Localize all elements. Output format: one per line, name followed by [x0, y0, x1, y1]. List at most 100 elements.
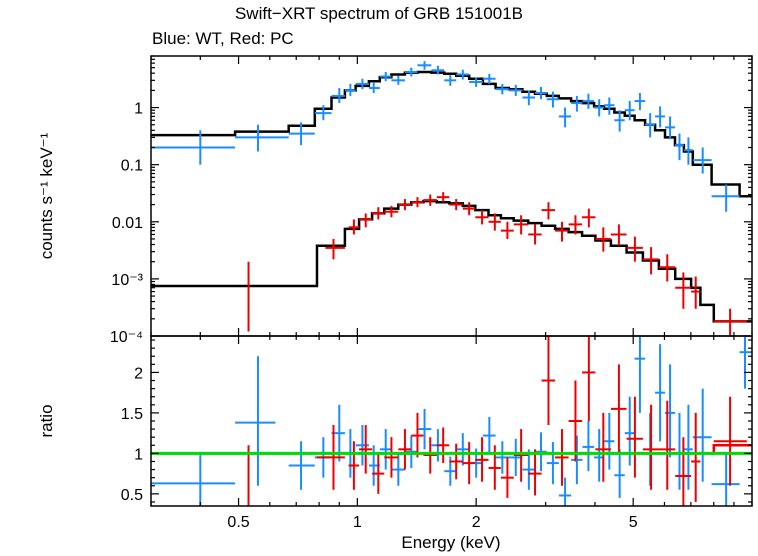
spectrum-pc-point [325, 238, 345, 260]
ratio-pc-point [691, 412, 701, 502]
ratio-pc-point [675, 437, 692, 506]
ratio-wt-point [604, 412, 615, 470]
spectrum-wt-model-line [151, 70, 752, 198]
ratio-pc-point [658, 400, 676, 490]
spectrum-panel [151, 61, 752, 336]
spectrum-pc-point [372, 207, 385, 220]
spectrum-pc-point [462, 202, 476, 216]
spectrum-wt-point [571, 95, 583, 112]
ratio-y-tick-label: 1.5 [121, 406, 143, 423]
chart-title: Swift−XRT spectrum of GRB 151001B [234, 4, 524, 23]
spectrum-pc-point [713, 308, 747, 336]
spectrum-wt-point [624, 101, 635, 121]
spectrum-y-tick-label: 1 [134, 101, 143, 118]
spectrum-wt-point [674, 133, 684, 161]
spectrum-pc-point [610, 224, 627, 246]
spectrum-panel-frame [150, 55, 753, 337]
spectrum-wt-point [535, 86, 547, 100]
chart-subtitle: Blue: WT, Red: PC [152, 29, 294, 48]
spectrum-pc-point [384, 205, 399, 218]
spectrum-wt-point [391, 75, 405, 85]
ratio-pc-point [475, 437, 489, 482]
ratio-pc-point [610, 364, 627, 454]
spectrum-wt-point [594, 99, 605, 117]
ratio-pc-point [642, 404, 659, 490]
ratio-pc-point [384, 437, 399, 478]
ratio-wt-point [355, 425, 369, 466]
spectrum-pc-point [582, 208, 596, 228]
spectrum-pc-point [513, 215, 529, 235]
ratio-wt-point [456, 433, 470, 466]
ratio-wt-point [634, 336, 646, 413]
x-tick-label: 5 [629, 514, 638, 531]
ratio-panel-frame [150, 335, 753, 507]
spectrum-pc-point [398, 199, 412, 211]
spectrum-wt-point [404, 67, 418, 77]
spectrum-wt-point [288, 122, 315, 146]
spectrum-wt-point [456, 69, 470, 80]
spectrum-wt-point [344, 83, 356, 96]
spectrum-pc-point [691, 276, 701, 309]
spectrum-wt-point [355, 78, 369, 90]
ratio-pc-point [595, 412, 611, 482]
spectrum-wt-point [417, 61, 432, 70]
x-tick-label: 1 [353, 514, 362, 531]
ratio-pc-point [462, 442, 476, 485]
ratio-wt-point [571, 435, 583, 485]
ratio-pc-point [398, 429, 412, 470]
spectrum-pc-point [568, 215, 583, 235]
spectrum-pc-point [500, 221, 514, 239]
ratio-pc-point [626, 396, 643, 478]
spectrum-wt-point [546, 91, 559, 108]
spectrum-wt-point [151, 130, 236, 165]
spectrum-y-tick-label: 10⁻⁴ [110, 329, 143, 346]
spectrum-wt-point [692, 147, 712, 174]
ratio-wt-point [288, 441, 315, 490]
spectrum-wt-point [235, 124, 289, 152]
spectrum-wt-point [558, 107, 572, 128]
spectrum-wt-point [655, 106, 666, 128]
ratio-wt-point [391, 453, 405, 486]
spectrum-y-tick-label: 0.1 [121, 158, 143, 175]
ratio-wt-point [522, 449, 536, 490]
spectrum-pc-point [528, 224, 542, 245]
spectrum-pc-point [658, 254, 676, 282]
spectrum-y-axis-label: counts s⁻¹ keV⁻¹ [37, 132, 56, 259]
ratio-pc-point [359, 425, 373, 474]
x-axis-label: Energy (keV) [401, 533, 500, 552]
ratio-wt-point [614, 449, 625, 498]
spectrum-pc-point [675, 272, 692, 309]
spectrum-pc-point [555, 221, 569, 242]
ratio-pc-point [555, 429, 569, 486]
x-tick-label: 2 [472, 514, 481, 531]
spectrum-pc-point [475, 210, 489, 225]
spectrum-pc-model-line [151, 199, 752, 323]
ratio-pc-point [449, 443, 463, 480]
ratio-wt-point [683, 404, 693, 490]
ratio-wt-point [235, 356, 276, 486]
spectrum-wt-point [683, 137, 693, 165]
spectrum-wt-point [665, 116, 675, 140]
spectrum-wt-point [431, 65, 445, 75]
spectrum-pc-point [359, 213, 373, 228]
ratio-pc-point [541, 336, 556, 426]
ratio-pc-point [411, 412, 424, 458]
spectrum-wt-point [482, 73, 496, 84]
spectrum-wt-point [314, 105, 332, 121]
ratio-panel [151, 336, 752, 506]
spectrum-wt-point [469, 77, 483, 87]
ratio-pc-point [582, 336, 596, 421]
spectrum-wt-point [634, 92, 646, 111]
spectrum-pc-point [449, 199, 463, 211]
spectrum-wt-point [508, 84, 523, 96]
ratio-pc-point [316, 425, 345, 490]
ratio-wt-point [711, 453, 740, 506]
spectrum-y-tick-label: 0.01 [112, 215, 143, 232]
ratio-wt-point [558, 477, 572, 506]
spectrum-pc-point [626, 236, 643, 262]
spectrum-pc-point [436, 192, 450, 203]
spectrum-pc-point [595, 227, 611, 252]
spectrum-wt-point [495, 83, 509, 95]
ratio-y-axis-label: ratio [37, 404, 56, 437]
spectrum-pc-point [541, 202, 556, 220]
